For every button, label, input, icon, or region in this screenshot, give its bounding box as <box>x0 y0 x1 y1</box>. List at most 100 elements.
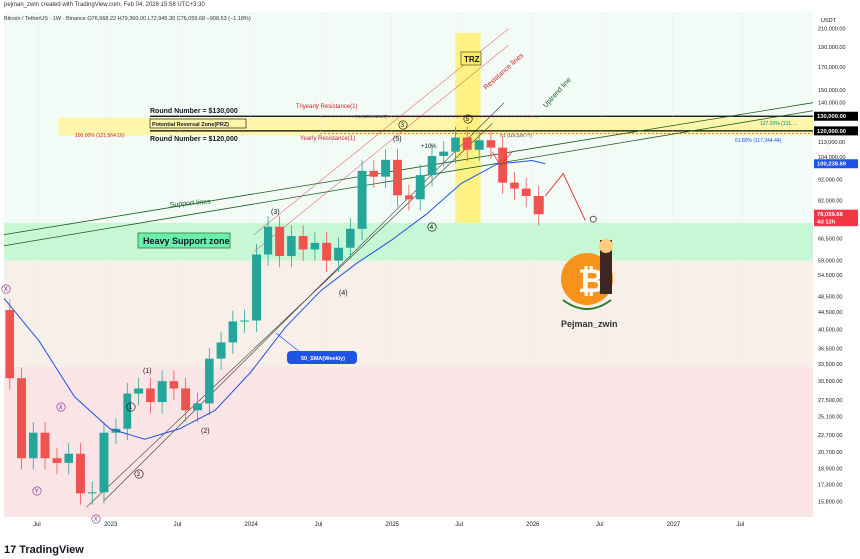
y-tick-label: 48,500.00 <box>818 294 842 300</box>
candle-body <box>451 137 460 152</box>
support-lines-label: Support lines <box>170 198 212 209</box>
candle-body <box>87 492 97 494</box>
candle-body <box>298 235 308 250</box>
candle-body <box>146 388 155 403</box>
candle-body <box>521 188 531 197</box>
candle-body <box>474 140 484 150</box>
x-tick-label: 2025 <box>386 522 400 528</box>
trz-label-box <box>460 51 482 66</box>
candle-body <box>99 432 109 493</box>
x-tick-label: Jul <box>33 522 41 528</box>
candle-body <box>393 159 402 196</box>
candle-body <box>439 151 449 156</box>
y-tick-label: 33,500.00 <box>818 362 842 368</box>
wave-circle <box>463 114 473 124</box>
wave-label: (2) <box>201 428 210 435</box>
currency-label: USDT <box>821 18 837 24</box>
candle-body <box>205 358 214 404</box>
wave-circle <box>398 120 408 130</box>
y-tick-label: 15,800.00 <box>818 499 842 505</box>
wave-label: (5) <box>393 136 402 143</box>
candle-body <box>346 228 355 248</box>
candle-body <box>216 342 226 359</box>
candle-body <box>5 310 15 379</box>
y-tick-label: 113,000.00 <box>818 140 845 146</box>
fib-618-label: 61.80% (117,344.44) <box>735 138 782 144</box>
y-tick-label: 140,000.00 <box>818 101 846 107</box>
y-tick-label: 18,900.00 <box>818 467 842 473</box>
candle-body <box>193 403 203 411</box>
author-label: Pejman_zwin <box>561 319 618 329</box>
wave-circle <box>1 284 11 294</box>
x-tick-label: Jul <box>737 522 745 528</box>
y-tick-label: 92,000.00 <box>818 177 842 183</box>
sma-50-line <box>3 160 546 440</box>
price-label-bg <box>814 209 858 219</box>
price-label-bg <box>814 217 858 227</box>
price-label-bg <box>814 111 858 121</box>
y-tick-label: 104,000.00 <box>818 155 846 161</box>
y-tick-label: 66,500.00 <box>818 237 842 243</box>
bitcoin-symbol: ₿ <box>578 263 604 299</box>
candle-body <box>157 381 167 403</box>
candle-body <box>52 458 62 463</box>
candle-body <box>510 182 519 189</box>
candle-body <box>462 137 472 150</box>
x-tick-label: Jul <box>174 522 182 528</box>
candle-body <box>252 254 261 321</box>
s1-label: S1 (118,328.77) <box>500 133 532 138</box>
symbol-ohlc-label: Bitcoin / TetherUS · 1W · Binance O76,96… <box>4 16 251 22</box>
y-tick-label: 82,000.00 <box>818 198 842 204</box>
wave-circle <box>126 402 136 412</box>
support-line-1 <box>3 102 814 236</box>
price-label: 76,059.68 <box>817 212 844 218</box>
wave-circle <box>32 486 42 496</box>
mid-background <box>4 260 813 367</box>
smile-icon <box>562 299 612 310</box>
y-tick-label: 59,000.00 <box>818 259 842 265</box>
heavy-support-label-box <box>137 232 231 249</box>
x-tick-label: 2024 <box>245 522 259 528</box>
candle-body <box>322 242 332 261</box>
candle-body <box>240 320 250 322</box>
uptrend-line-2 <box>86 123 493 508</box>
creator-label: pejman_zwin created with TradingView.com… <box>4 2 205 8</box>
author-figure-icon <box>600 240 612 294</box>
wave-label: Y <box>35 489 39 495</box>
wave-label: X <box>4 287 8 293</box>
candle-body <box>310 242 320 250</box>
wave-label: 2 <box>137 472 141 478</box>
x-axis-panel <box>0 517 860 539</box>
y-tick-label: 17,300.00 <box>818 483 842 489</box>
candle-body <box>498 147 508 183</box>
y-tick-label: 40,500.00 <box>818 327 842 333</box>
candle-body <box>427 155 437 176</box>
wave-circle <box>56 402 66 412</box>
plus10-label: +10% <box>421 144 437 150</box>
brand-label: TradingView <box>19 544 84 556</box>
price-label: 4d 12h <box>817 220 836 226</box>
candle-body <box>134 388 144 394</box>
wave-circle <box>427 222 437 232</box>
wave-label: X <box>94 517 98 523</box>
lower-background <box>4 366 813 517</box>
y-tick-label: 22,700.00 <box>818 433 842 439</box>
price-label: 120,000.00 <box>817 129 846 135</box>
candle-body <box>181 388 191 411</box>
candle-body <box>75 453 85 494</box>
candle-body <box>357 170 367 229</box>
candle-body <box>486 140 496 148</box>
candle-body <box>17 378 26 459</box>
candle-body <box>415 175 425 200</box>
prz-label: Potential Reversal Zone(PRZ) <box>152 122 229 128</box>
wave-label: 3 <box>401 123 405 129</box>
price-label-bg <box>814 159 858 169</box>
footer: 17 TradingView <box>0 541 860 559</box>
forecast-arrow <box>544 172 586 221</box>
candle-body <box>404 195 413 200</box>
fib-127-label: 127.20% (131,… <box>760 121 798 127</box>
price-label: 130,000.00 <box>817 114 846 120</box>
candle-body <box>369 170 379 177</box>
y-tick-label: 20,700.00 <box>818 450 842 456</box>
